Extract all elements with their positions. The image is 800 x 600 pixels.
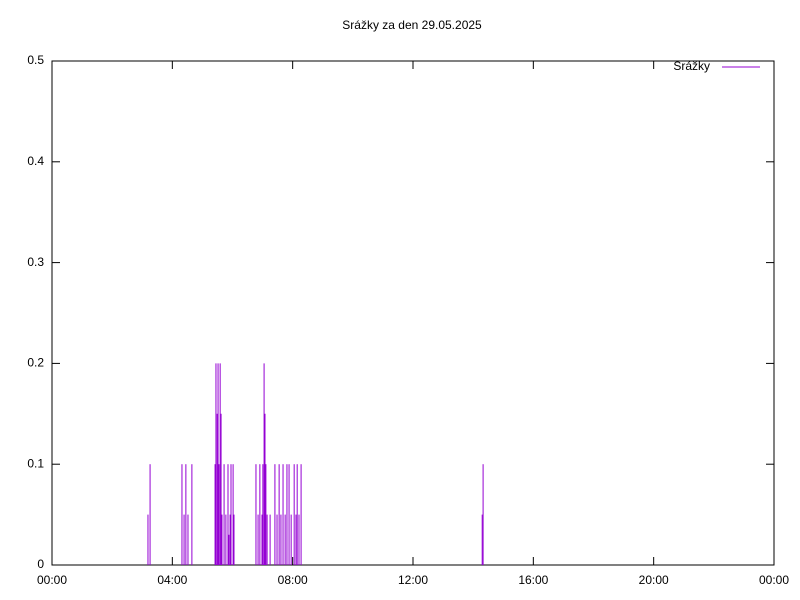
y-tick-label: 0.3 — [27, 255, 44, 269]
x-tick-label: 00:00 — [759, 573, 789, 587]
y-tick-label: 0.2 — [27, 356, 44, 370]
x-tick-label: 00:00 — [37, 573, 67, 587]
x-tick-label: 12:00 — [398, 573, 428, 587]
plot-border — [51, 60, 775, 566]
x-tick-label: 20:00 — [639, 573, 669, 587]
x-tick-label: 16:00 — [518, 573, 548, 587]
x-tick-label: 08:00 — [278, 573, 308, 587]
y-tick-label: 0.4 — [27, 154, 44, 168]
y-tick-label: 0 — [37, 557, 44, 571]
y-tick-label: 0.5 — [27, 53, 44, 67]
legend-label: Srážky — [673, 59, 710, 73]
chart-title: Srážky za den 29.05.2025 — [342, 18, 482, 32]
y-tick-label: 0.1 — [27, 456, 44, 470]
x-tick-label: 04:00 — [157, 573, 187, 587]
